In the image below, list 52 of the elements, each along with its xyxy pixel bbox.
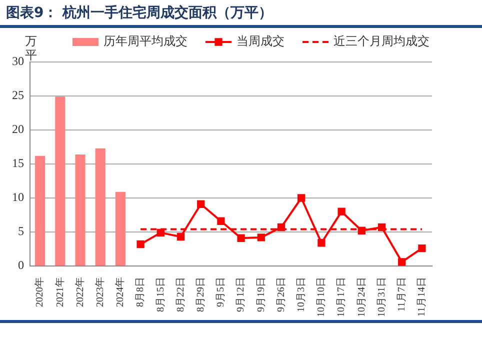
- x-tick-label: 2022年: [74, 277, 86, 307]
- x-tick-label: 10月3日: [296, 277, 307, 312]
- point: [136, 240, 144, 248]
- x-tick-label: 10月17日: [336, 277, 348, 317]
- point: [358, 226, 366, 234]
- point: [318, 239, 326, 247]
- point: [257, 234, 265, 242]
- y-tick-label: 10: [12, 190, 24, 204]
- point: [418, 244, 426, 252]
- y-tick-label: 25: [12, 88, 24, 102]
- x-tick-label: 8月29日: [195, 277, 206, 312]
- x-tick-label: 9月12日: [236, 277, 247, 312]
- y-tick-label: 0: [18, 258, 24, 272]
- x-tick-label: 2020年: [34, 277, 46, 307]
- x-tick-label: 8月22日: [175, 277, 186, 312]
- x-tick-label: 2021年: [54, 277, 66, 307]
- point: [277, 223, 286, 232]
- bar: [55, 96, 66, 266]
- x-tick-label: 10月10日: [316, 277, 328, 317]
- x-tick-label: 8月15日: [155, 277, 166, 312]
- point: [298, 194, 306, 202]
- bar: [115, 192, 126, 266]
- legend-label: 近三个月周均成交: [334, 34, 430, 48]
- x-tick-label: 9月5日: [216, 277, 227, 307]
- y-tick-label: 20: [12, 122, 24, 136]
- chart-title: 图表9： 杭州一手住宅周成交面积（万平）: [0, 0, 482, 28]
- point: [176, 232, 185, 241]
- point: [338, 208, 346, 216]
- y-tick-label: 15: [12, 156, 24, 170]
- legend-label: 当周成交: [236, 34, 284, 48]
- bar: [95, 148, 106, 266]
- bar: [35, 156, 46, 266]
- point: [197, 200, 205, 208]
- x-tick-label: 10月31日: [376, 277, 388, 317]
- point: [237, 234, 245, 242]
- point: [217, 217, 225, 225]
- x-tick-label: 2023年: [94, 277, 106, 307]
- legend-label: 历年周平均成交: [104, 34, 188, 48]
- point: [156, 228, 164, 237]
- y-tick-label: 5: [18, 224, 24, 238]
- x-tick-label: 9月26日: [276, 277, 287, 312]
- x-tick-label: 8月8日: [135, 277, 146, 307]
- x-tick-label: 11月7日: [396, 277, 408, 312]
- point: [378, 223, 386, 232]
- x-tick-label: 10月24日: [356, 277, 368, 317]
- bar: [75, 154, 86, 266]
- y-axis-title: 万平: [24, 34, 38, 62]
- x-tick-label: 2024年: [114, 277, 126, 307]
- y-tick-label: 30: [12, 54, 24, 68]
- x-tick-label: 9月19日: [256, 277, 267, 312]
- x-tick-label: 11月14日: [416, 277, 428, 317]
- point: [398, 258, 406, 266]
